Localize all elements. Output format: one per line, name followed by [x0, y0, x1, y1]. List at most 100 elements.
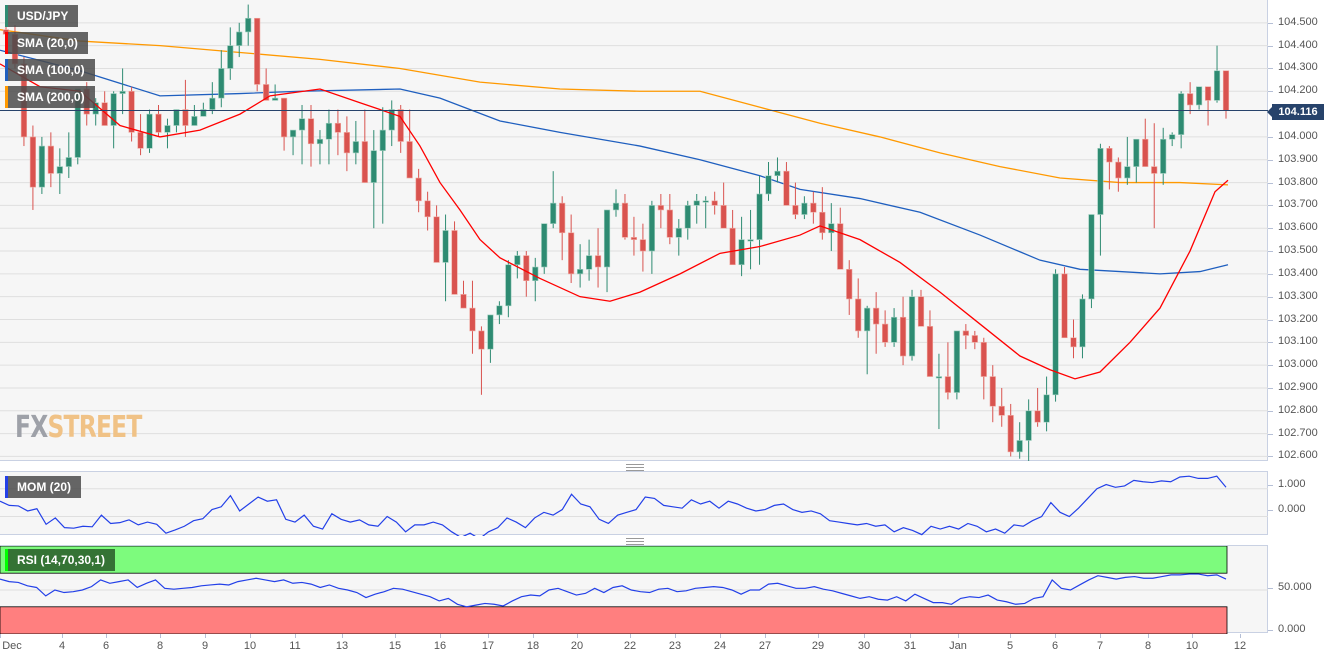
- candle: [819, 187, 826, 240]
- candle: [837, 207, 844, 270]
- candle: [738, 216, 745, 277]
- candle: [316, 130, 324, 165]
- candlestick-plot[interactable]: [0, 0, 1268, 461]
- candle: [460, 280, 467, 309]
- candle: [128, 86, 135, 142]
- price-tick: [1268, 365, 1273, 367]
- candle: [702, 196, 709, 229]
- mom-tick: [1268, 485, 1273, 486]
- candle: [621, 193, 629, 240]
- price-tick-label: 104.200: [1278, 84, 1318, 97]
- legend-usdjpy[interactable]: USD/JPY: [5, 5, 79, 27]
- time-tick: [62, 634, 63, 638]
- candle: [307, 104, 315, 167]
- usdjpy-swatch-icon: [5, 5, 8, 27]
- pane-resize-handle-1[interactable]: [626, 464, 644, 471]
- time-tick-label: 15: [388, 640, 402, 652]
- candle: [523, 251, 530, 297]
- candle: [846, 260, 853, 315]
- price-tick-label: 104.000: [1278, 129, 1318, 142]
- price-tick-label: 102.600: [1278, 449, 1318, 462]
- candle: [182, 79, 189, 137]
- rsi-tick: [1268, 630, 1273, 631]
- candle: [1079, 294, 1086, 359]
- candle: [1025, 399, 1032, 461]
- time-tick-label: Dec: [2, 640, 22, 652]
- candle: [693, 193, 700, 224]
- time-tick: [1100, 634, 1101, 638]
- candle: [783, 162, 790, 206]
- time-tick-label: 30: [857, 640, 871, 652]
- candle: [1222, 70, 1230, 119]
- price-chart-pane[interactable]: [0, 0, 1268, 461]
- rsi-tick: [1268, 588, 1273, 589]
- candle: [666, 193, 673, 245]
- price-tick-label: 103.100: [1278, 335, 1318, 348]
- candle: [245, 4, 252, 46]
- legend-sma-20[interactable]: SMA (20,0): [5, 32, 88, 54]
- rsi-pane[interactable]: [0, 545, 1268, 634]
- legend-sma-100[interactable]: SMA (100,0): [5, 59, 95, 81]
- price-tick-label: 103.200: [1278, 312, 1318, 325]
- price-tick-label: 103.000: [1278, 358, 1318, 371]
- price-tick: [1268, 342, 1273, 344]
- candle: [586, 239, 593, 281]
- time-tick-label: 8: [156, 640, 164, 652]
- candle: [1061, 267, 1068, 339]
- candle: [882, 310, 889, 347]
- candle: [1160, 127, 1167, 185]
- price-tick: [1268, 136, 1273, 138]
- candle: [550, 171, 557, 229]
- legend-sma-200[interactable]: SMA (200,0): [5, 86, 95, 108]
- legend-mom[interactable]: MOM (20): [5, 476, 81, 498]
- time-tick-label: 27: [758, 640, 772, 652]
- rsi-tick-label: 0.000: [1278, 623, 1306, 635]
- candle: [1187, 82, 1194, 115]
- candle: [254, 17, 261, 92]
- time-tick-label: 16: [433, 640, 447, 652]
- candle: [675, 219, 682, 256]
- time-tick-label: 22: [623, 640, 637, 652]
- price-tick: [1268, 205, 1273, 207]
- candle: [630, 216, 638, 256]
- candle: [406, 109, 413, 179]
- candle: [164, 118, 171, 149]
- candle: [1070, 319, 1077, 359]
- time-tick: [250, 634, 251, 638]
- candle: [352, 120, 359, 165]
- candle: [594, 228, 602, 288]
- time-tick: [910, 634, 911, 638]
- mom-swatch-icon: [5, 476, 8, 498]
- sma200-swatch-icon: [5, 86, 8, 108]
- candle: [971, 330, 978, 350]
- candle: [433, 205, 440, 263]
- candle: [577, 244, 584, 288]
- time-tick-label: 10: [1185, 640, 1199, 652]
- fxstreet-logo: FXSTREET: [15, 410, 142, 445]
- candle: [729, 209, 736, 266]
- price-tick-label: 103.900: [1278, 152, 1318, 165]
- momentum-pane[interactable]: [0, 471, 1268, 536]
- candle: [559, 196, 566, 261]
- candle: [442, 214, 449, 302]
- legend-rsi[interactable]: RSI (14,70,30,1): [5, 549, 116, 571]
- price-tick: [1268, 22, 1273, 24]
- candle: [424, 191, 431, 231]
- momentum-plot: [0, 475, 1268, 536]
- candle: [397, 104, 404, 153]
- time-tick: [295, 634, 296, 638]
- time-tick-label: 9: [201, 640, 209, 652]
- pane-resize-handle-2[interactable]: [626, 538, 644, 545]
- price-tick: [1268, 91, 1273, 93]
- time-tick-label: 7: [1096, 640, 1104, 652]
- time-tick: [0, 634, 1, 638]
- price-tick-label: 103.800: [1278, 175, 1318, 188]
- candle: [720, 182, 727, 229]
- time-tick: [1148, 634, 1149, 638]
- time-tick-label: 24: [713, 640, 727, 652]
- candle: [989, 365, 996, 423]
- candle: [236, 22, 243, 58]
- candle: [514, 251, 521, 279]
- time-tick: [395, 634, 396, 638]
- candle: [1169, 132, 1176, 147]
